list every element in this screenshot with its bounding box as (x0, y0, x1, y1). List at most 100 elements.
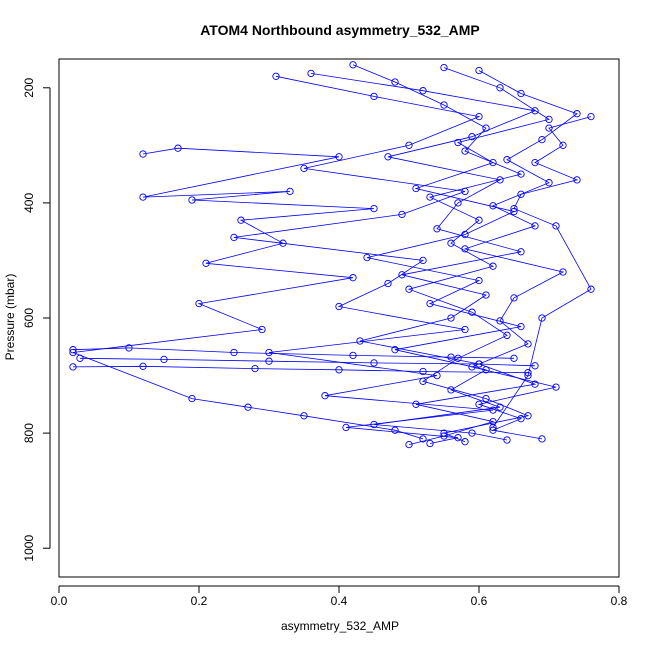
data-point (419, 256, 427, 265)
data-point (370, 92, 378, 101)
profile-line (366, 67, 550, 441)
data-point (307, 69, 315, 78)
data-point (440, 63, 448, 72)
data-point (391, 426, 399, 434)
data-point (447, 239, 455, 247)
data-point (475, 66, 483, 75)
data-point (461, 325, 469, 334)
y-tick-label: 400 (22, 193, 36, 213)
data-point (496, 84, 504, 92)
data-point (587, 285, 595, 293)
data-point (188, 394, 196, 403)
data-point (461, 147, 469, 155)
x-tick-label: 0.4 (331, 594, 348, 608)
profile-line (72, 347, 515, 359)
axes-layer: 0.0 0.2 0.4 0.6 0.8 200 400 600 800 1000 (22, 77, 628, 608)
data-point (342, 423, 350, 432)
data-point (489, 158, 497, 167)
data-point (426, 299, 434, 308)
data-point (426, 439, 434, 448)
data-point (489, 423, 497, 432)
profile-line (72, 147, 424, 440)
data-point (265, 348, 273, 357)
data-point (503, 436, 511, 444)
data-point (76, 354, 84, 362)
data-point (531, 158, 539, 167)
data-point (475, 112, 483, 121)
data-point (300, 412, 308, 420)
data-point (419, 87, 427, 95)
data-point (559, 268, 567, 276)
y-tick-label: 600 (22, 308, 36, 328)
data-point (391, 78, 399, 86)
data-point (496, 403, 504, 411)
data-point (398, 271, 406, 279)
data-point (335, 153, 343, 161)
plot-frame (58, 58, 620, 578)
data-point (419, 435, 427, 443)
data-point (503, 156, 511, 164)
data-point (188, 196, 196, 204)
data-point (489, 202, 497, 210)
data-point (454, 434, 462, 442)
data-point (489, 262, 497, 270)
data-point (349, 351, 357, 360)
data-point (475, 216, 483, 224)
data-point (510, 204, 518, 213)
data-point (545, 124, 553, 132)
data-point (363, 253, 371, 262)
data-point (279, 239, 287, 247)
data-point (461, 230, 469, 239)
data-point (356, 337, 364, 345)
data-point (447, 386, 455, 394)
x-tick-label: 0.0 (51, 594, 68, 608)
data-point (69, 363, 77, 371)
data-point (335, 302, 343, 311)
chart-title: ATOM4 Northbound asymmetry_532_AMP (200, 22, 480, 38)
data-layer (69, 61, 595, 449)
data-point (573, 176, 581, 184)
data-point (468, 133, 476, 141)
data-point (391, 346, 399, 354)
data-point (405, 141, 413, 149)
data-point (349, 274, 357, 282)
y-tick-label: 800 (22, 423, 36, 443)
data-point (587, 112, 595, 121)
data-point (461, 438, 469, 446)
y-tick-label: 1000 (22, 535, 36, 562)
data-point (538, 135, 546, 144)
data-point (538, 435, 546, 443)
y-axis-label: Pressure (mbar) (3, 274, 17, 361)
data-point (195, 299, 203, 308)
data-point (531, 222, 539, 230)
data-point (370, 359, 378, 367)
profile-line (72, 365, 529, 374)
data-point (503, 331, 511, 339)
data-point (510, 354, 518, 362)
data-point (475, 400, 483, 408)
y-tick-label: 200 (22, 77, 36, 97)
data-point (258, 325, 266, 334)
data-point (440, 101, 448, 109)
data-point (524, 412, 532, 420)
data-point (384, 153, 392, 161)
data-point (454, 138, 462, 147)
data-point (552, 222, 560, 230)
profile-line (492, 116, 592, 428)
data-point (475, 360, 483, 368)
data-point (244, 403, 252, 411)
data-point (398, 210, 406, 219)
data-point (426, 193, 434, 201)
data-point (370, 204, 378, 213)
data-point (139, 362, 147, 370)
data-point (524, 340, 532, 348)
data-point (545, 179, 553, 187)
data-point (286, 187, 294, 196)
data-point (454, 199, 462, 207)
data-point (202, 259, 210, 267)
data-point (496, 317, 504, 325)
data-point (559, 141, 567, 149)
data-point (139, 193, 147, 201)
data-point (419, 367, 427, 376)
